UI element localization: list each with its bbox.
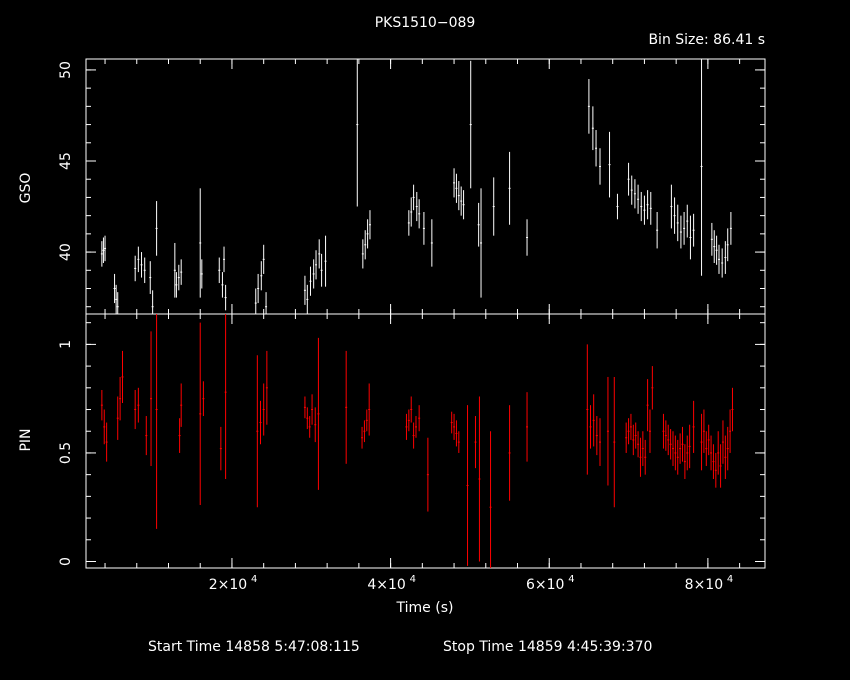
gso-data: [100, 59, 732, 314]
gso-panel: 40 45 50: [58, 58, 766, 315]
time-axis-label: Time (s): [396, 600, 454, 616]
pin-frame: [85, 313, 766, 569]
pin-panel: 0 0.5 1 2×10 4 4×10 4 6×10 4 8×10 4: [58, 313, 766, 593]
time-tick-exponent: 4: [251, 574, 257, 585]
gso-axis-label: GSO: [18, 173, 34, 204]
pin-data: [100, 314, 734, 568]
time-tick-exponent: 4: [410, 574, 416, 585]
bin-size-label: Bin Size: 86.41 s: [648, 32, 765, 48]
gso-y-tick-label: 50: [58, 61, 74, 79]
stop-time: Stop Time 14859 4:45:39:370: [443, 639, 652, 655]
time-tick-label: 2×10: [209, 577, 247, 593]
time-tick-label: 4×10: [367, 577, 405, 593]
pin-y-tick-label: 0.5: [58, 442, 74, 464]
gso-y-tick-label: 45: [58, 152, 74, 170]
pin-axis-label: PIN: [18, 428, 34, 451]
time-tick-exponent: 4: [568, 574, 574, 585]
pin-y-tick-label: 0: [58, 557, 74, 566]
pin-y-tick-label: 1: [58, 340, 74, 349]
start-time: Start Time 14858 5:47:08:115: [148, 639, 360, 655]
gso-y-tick-label: 40: [58, 243, 74, 261]
chart-title: PKS1510−089: [375, 15, 476, 31]
time-tick-exponent: 4: [727, 574, 733, 585]
time-tick-label: 6×10: [526, 577, 564, 593]
time-tick-label: 8×10: [685, 577, 723, 593]
gso-frame: [85, 58, 766, 315]
